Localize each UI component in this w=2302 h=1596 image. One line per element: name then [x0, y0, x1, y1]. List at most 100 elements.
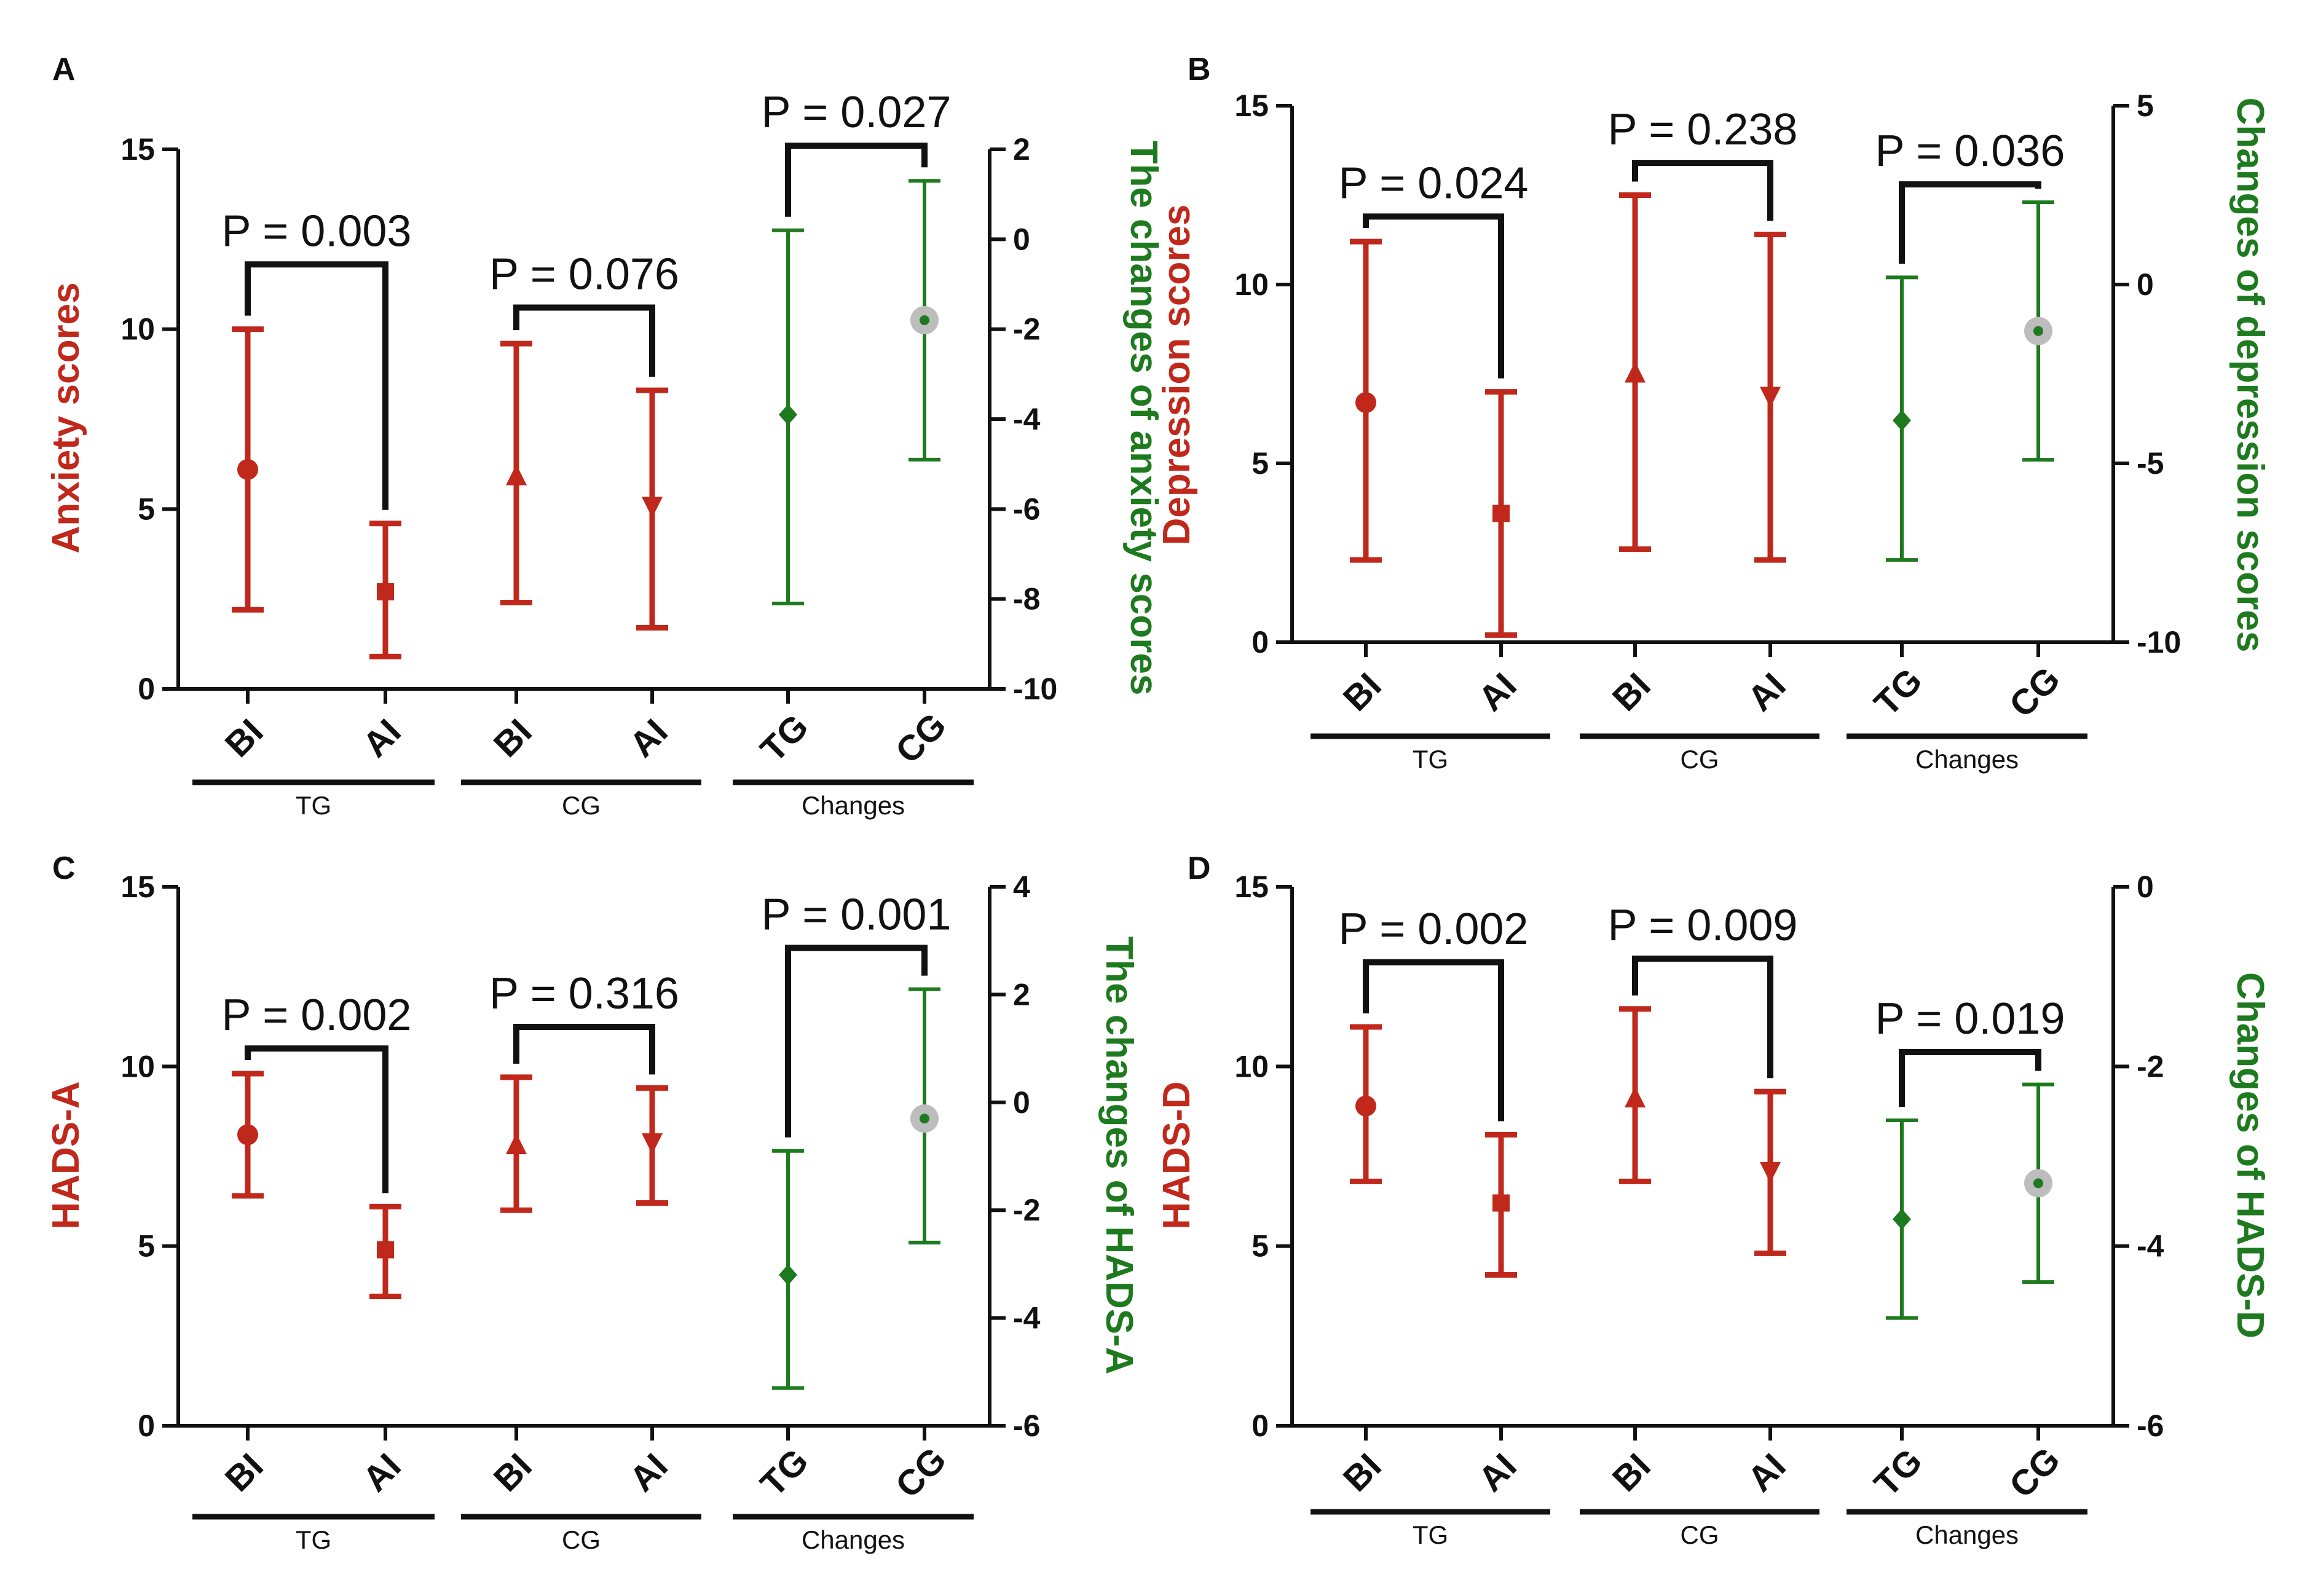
- category-label: AI: [622, 712, 676, 765]
- category-label: BI: [486, 712, 540, 765]
- category-label: CG: [2001, 659, 2067, 725]
- errorbar-2: [1619, 192, 1651, 552]
- left-tick-label: 0: [1252, 625, 1269, 659]
- errorbar-2: [500, 1074, 532, 1213]
- right-tick-label: -4: [2137, 1229, 2164, 1264]
- group-label: CG: [1681, 745, 1719, 774]
- category-label: AI: [622, 1446, 676, 1500]
- left-tick-label: 5: [138, 492, 155, 526]
- mean-marker-triangle-up: [1625, 361, 1646, 383]
- mean-marker-circle: [1355, 392, 1376, 414]
- gray-marker-core: [2033, 326, 2043, 336]
- left-tick-label: 10: [120, 312, 155, 347]
- mean-marker-triangle-up: [506, 464, 527, 485]
- category-label: CG: [2001, 1439, 2067, 1505]
- errorbar-1: [1485, 1131, 1517, 1278]
- significance-bracket: [1899, 181, 2041, 264]
- right-tick-label: 0: [1013, 222, 1030, 256]
- errorbar-3: [1754, 232, 1786, 563]
- errorbar-2: [500, 340, 532, 606]
- right-axis-title: Changes of depression scores: [2229, 98, 2271, 653]
- p-value-label: P = 0.003: [222, 206, 412, 256]
- mean-marker-diamond: [779, 404, 797, 425]
- right-tick-label: -8: [1013, 582, 1040, 616]
- mean-marker-diamond: [779, 1264, 797, 1286]
- mean-marker-gray-circle: [910, 1104, 939, 1133]
- right-axis-title: The changes of anxiety scores: [1122, 141, 1165, 696]
- errorbar-3: [1754, 1088, 1786, 1256]
- errorbar-4: [1886, 1118, 1918, 1320]
- gray-marker-core: [920, 315, 929, 326]
- right-axis-title: The changes of HADS-A: [1098, 936, 1140, 1374]
- panel-letter: A: [52, 52, 76, 87]
- mean-marker-triangle-down: [642, 1133, 663, 1155]
- category-label: BI: [1336, 666, 1389, 719]
- mean-marker-diamond: [1893, 1208, 1911, 1230]
- errorbar-4: [772, 1149, 804, 1390]
- right-tick-label: -10: [2137, 625, 2181, 659]
- errorbar-5: [2022, 1082, 2054, 1284]
- right-tick-label: 2: [1013, 977, 1030, 1012]
- category-label: AI: [1740, 666, 1794, 719]
- errorbar-0: [1350, 238, 1382, 563]
- errorbar-5: [2022, 200, 2054, 462]
- p-value-label: P = 0.027: [762, 88, 952, 137]
- category-label: CG: [888, 1439, 953, 1505]
- mean-marker-square: [1492, 1194, 1510, 1212]
- left-tick-label: 5: [1252, 446, 1269, 481]
- mean-marker-square: [377, 1241, 394, 1259]
- mean-marker-gray-circle: [910, 306, 939, 335]
- category-label: TG: [1867, 661, 1930, 724]
- errorbar-3: [636, 387, 668, 631]
- right-tick-label: -4: [1013, 1301, 1041, 1335]
- group-label: Changes: [802, 791, 905, 820]
- p-value-label: P = 0.024: [1339, 159, 1529, 208]
- panel-d: D 0 5 10 15 -6 -4 -2 0 BI AI BI AI TG CG TG CG Changes HAD…: [1156, 851, 2271, 1549]
- left-tick-label: 10: [1234, 267, 1269, 302]
- mean-marker-circle: [237, 458, 258, 480]
- p-value-label: P = 0.036: [1875, 127, 2065, 176]
- mean-marker-triangle-down: [1760, 387, 1781, 408]
- right-tick-label: 0: [1013, 1085, 1030, 1120]
- right-tick-label: 0: [2137, 870, 2154, 904]
- mean-marker-square: [1492, 505, 1510, 522]
- significance-bracket: [513, 304, 655, 377]
- right-tick-label: -6: [1013, 492, 1040, 526]
- left-axis-title: Anxiety scores: [45, 282, 87, 553]
- gray-marker-core: [920, 1114, 929, 1124]
- mean-marker-diamond: [1893, 410, 1911, 431]
- errorbar-2: [1619, 1006, 1651, 1184]
- group-label: CG: [1681, 1520, 1719, 1549]
- p-value-label: P = 0.009: [1608, 901, 1798, 950]
- significance-bracket: [785, 143, 928, 217]
- category-label: AI: [1471, 1446, 1524, 1500]
- group-label: Changes: [1915, 745, 2019, 774]
- group-label: Changes: [1915, 1520, 2019, 1549]
- errorbar-0: [232, 326, 264, 613]
- group-label: CG: [562, 1525, 601, 1554]
- mean-marker-gray-circle: [2024, 316, 2052, 345]
- mean-marker-triangle-down: [642, 497, 663, 518]
- category-label: AI: [355, 1446, 409, 1500]
- right-tick-label: -2: [2137, 1049, 2164, 1083]
- left-axis-title: Depression scores: [1156, 205, 1198, 546]
- category-label: AI: [1471, 666, 1524, 719]
- panel-letter: C: [52, 851, 76, 886]
- right-tick-label: -4: [1013, 402, 1041, 436]
- panel-b: B 0 5 10 15 -10 -5 0 5 BI AI BI AI TG CG TG CG Changes Dep…: [1156, 52, 2271, 774]
- right-tick-label: 2: [1013, 132, 1030, 167]
- group-label: Changes: [802, 1525, 905, 1554]
- p-value-label: P = 0.002: [1339, 905, 1529, 954]
- significance-bracket: [1363, 959, 1504, 1122]
- left-tick-label: 0: [138, 1409, 155, 1443]
- errorbar-3: [636, 1085, 668, 1206]
- significance-bracket: [245, 261, 388, 510]
- category-label: TG: [753, 1441, 816, 1504]
- mean-marker-triangle-down: [1760, 1162, 1781, 1183]
- errorbar-5: [909, 179, 940, 462]
- mean-marker-triangle-up: [1625, 1086, 1646, 1107]
- significance-bracket: [1632, 955, 1773, 1079]
- errorbar-1: [1485, 389, 1517, 638]
- right-tick-label: -6: [1013, 1409, 1040, 1443]
